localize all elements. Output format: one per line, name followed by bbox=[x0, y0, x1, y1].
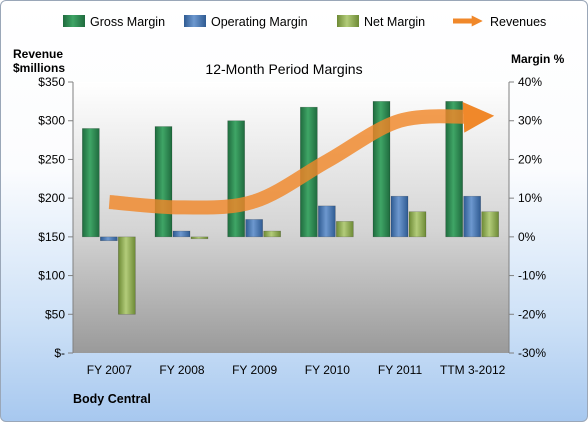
legend-swatch-gross-margin bbox=[63, 15, 85, 27]
axis-ticks: $- $50 $100 $150 $200 $250 $300 $350 -30% -20% -10… bbox=[38, 75, 546, 377]
company-label: Body Central bbox=[73, 392, 151, 406]
legend-net-margin: Net Margin bbox=[364, 15, 425, 29]
bar-operating-margin-0 bbox=[100, 236, 118, 242]
left-tick-label-1: $50 bbox=[45, 307, 65, 321]
category-label-1: FY 2008 bbox=[159, 363, 204, 377]
left-tick-label-3: $150 bbox=[38, 230, 65, 244]
bar-net-margin-5 bbox=[481, 211, 499, 238]
left-tick-label-7: $350 bbox=[38, 75, 65, 89]
category-label-0: FY 2007 bbox=[87, 363, 132, 377]
left-tick-label-0: $- bbox=[54, 346, 65, 360]
bar-gross-margin-5 bbox=[445, 101, 463, 238]
revenues-line bbox=[108, 101, 495, 215]
right-tick-label-2: -10% bbox=[518, 269, 546, 283]
right-tick-label-5: 20% bbox=[518, 152, 542, 166]
plot-area bbox=[73, 82, 509, 353]
bar-net-margin-3 bbox=[336, 221, 354, 238]
left-axis-title-line1: Revenue bbox=[13, 47, 63, 61]
bar-operating-margin-3 bbox=[318, 205, 336, 238]
left-tick-label-2: $100 bbox=[38, 269, 65, 283]
legend-gross-margin: Gross Margin bbox=[90, 15, 165, 29]
chart-title: 12-Month Period Margins bbox=[205, 61, 362, 77]
right-tick-label-1: -20% bbox=[518, 307, 546, 321]
category-label-4: FY 2011 bbox=[378, 363, 423, 377]
bar-net-margin-2 bbox=[263, 230, 281, 238]
left-axis-title-line2: $millions bbox=[13, 61, 65, 75]
revenue-line bbox=[108, 101, 495, 215]
right-tick-label-7: 40% bbox=[518, 75, 542, 89]
bar-gross-margin-2 bbox=[227, 120, 245, 238]
left-tick-label-4: $200 bbox=[38, 191, 65, 205]
category-label-5: TTM 3-2012 bbox=[440, 363, 506, 377]
right-tick-label-4: 10% bbox=[518, 191, 542, 205]
right-tick-label-6: 30% bbox=[518, 114, 542, 128]
bar-net-margin-0 bbox=[118, 236, 136, 315]
bar-net-margin-4 bbox=[408, 211, 427, 238]
bar-operating-margin-4 bbox=[390, 195, 409, 238]
legend: Gross Margin Operating Margin Net Margin… bbox=[63, 15, 546, 29]
right-tick-label-0: -30% bbox=[518, 346, 546, 360]
right-tick-label-3: 0% bbox=[518, 230, 536, 244]
legend-swatch-operating-margin bbox=[184, 15, 206, 27]
right-axis-title: Margin % bbox=[511, 52, 565, 66]
legend-swatch-net-margin bbox=[337, 15, 359, 27]
bar-operating-margin-5 bbox=[463, 195, 481, 238]
bar-operating-margin-1 bbox=[172, 230, 191, 238]
left-tick-label-6: $300 bbox=[38, 114, 65, 128]
bar-operating-margin-2 bbox=[245, 219, 263, 238]
bar-gross-margin-0 bbox=[82, 128, 100, 238]
legend-revenues: Revenues bbox=[490, 15, 546, 29]
category-label-3: FY 2010 bbox=[305, 363, 350, 377]
bar-net-margin-1 bbox=[190, 236, 209, 240]
bar-gross-margin-1 bbox=[154, 126, 173, 238]
left-tick-label-5: $250 bbox=[38, 152, 65, 166]
category-label-2: FY 2009 bbox=[232, 363, 277, 377]
legend-operating-margin: Operating Margin bbox=[211, 15, 308, 29]
